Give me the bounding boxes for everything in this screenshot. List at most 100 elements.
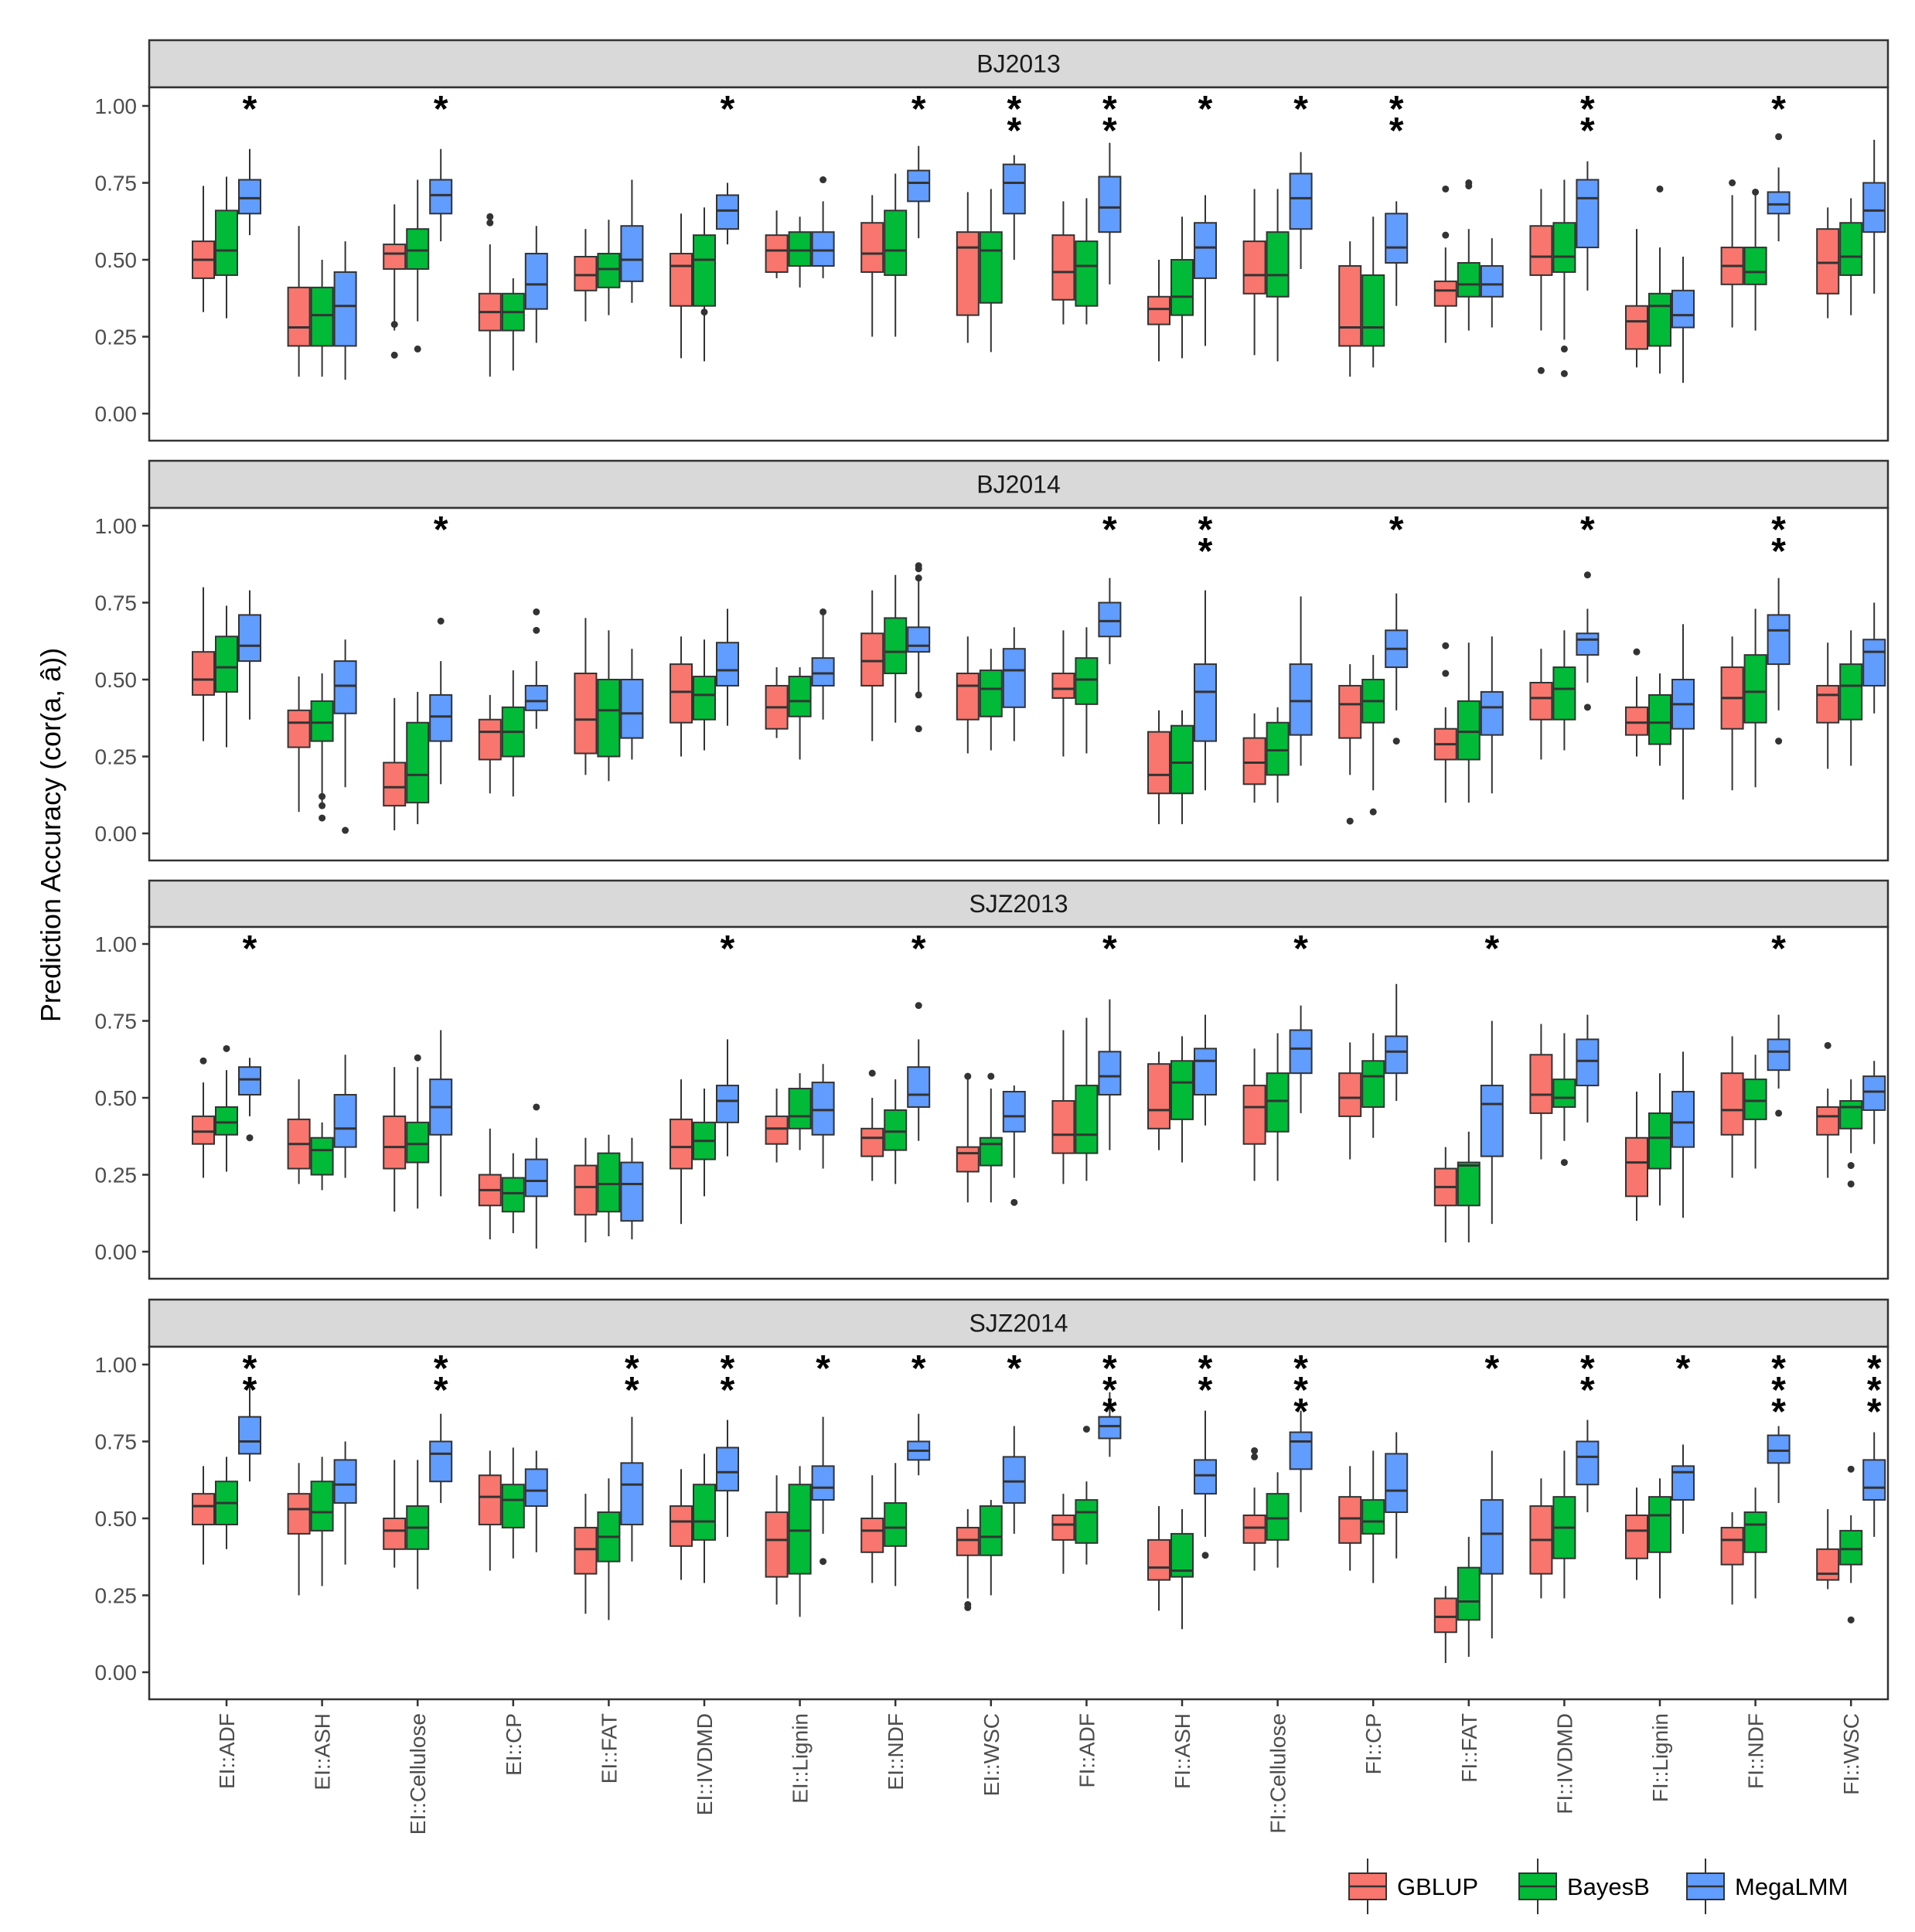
outlier-point: [342, 826, 349, 834]
box-iqr: [979, 231, 1003, 304]
box-bayesb: [501, 1447, 525, 1559]
y-axis-label: Prediction Accuracy (cor(a, â)): [35, 648, 66, 1022]
box-iqr: [1862, 639, 1886, 687]
x-tick-label: FI::ADF: [1075, 1713, 1099, 1787]
box-bayesb: [1457, 1536, 1481, 1658]
box-gblup: [1147, 260, 1170, 362]
facet-strip-label: BJ2013: [976, 50, 1061, 78]
box-megalmm: [907, 145, 931, 239]
box-iqr: [383, 244, 407, 270]
y-tick-label: 0.50: [95, 668, 138, 692]
box-iqr: [574, 256, 598, 291]
y-tick-label: 0.25: [95, 745, 138, 769]
box-iqr: [1051, 673, 1075, 699]
significance-star: *: [1771, 509, 1786, 550]
box-bayesb: [1170, 1509, 1194, 1630]
significance-star: *: [1198, 509, 1213, 550]
box-iqr: [192, 1115, 215, 1145]
box-iqr: [1075, 240, 1099, 307]
box-gblup: [574, 1494, 598, 1614]
box-iqr: [574, 1164, 598, 1216]
box-megalmm: [1767, 1426, 1791, 1504]
outlier-point: [1847, 1162, 1855, 1170]
outlier-point: [1583, 704, 1591, 711]
box-iqr: [1743, 1078, 1767, 1120]
box-iqr: [1862, 1075, 1886, 1111]
box-iqr: [1147, 295, 1170, 325]
box-megalmm: [620, 1416, 644, 1562]
box-megalmm: [333, 241, 357, 380]
box-iqr: [716, 194, 739, 230]
box-iqr: [884, 1502, 908, 1547]
box-bayesb: [1648, 1073, 1671, 1206]
box-bayesb: [1361, 1033, 1385, 1138]
box-bayesb: [1075, 198, 1099, 325]
box-iqr: [1648, 1112, 1671, 1170]
box-bayesb: [979, 1072, 1003, 1203]
box-megalmm: [1862, 1432, 1886, 1537]
box-megalmm: [1671, 1444, 1695, 1534]
box-iqr: [1051, 1515, 1075, 1541]
box-iqr: [1480, 1499, 1504, 1575]
box-gblup: [1051, 1030, 1075, 1184]
box-bayesb: [979, 649, 1003, 751]
box-megalmm: [716, 1039, 739, 1157]
significance-star: *: [721, 89, 735, 130]
outlier-point: [1847, 1465, 1855, 1473]
box-gblup: [1051, 630, 1075, 757]
facet-strip-label: SJZ2013: [969, 890, 1068, 918]
box-megalmm: [238, 590, 261, 720]
box-gblup: [574, 229, 598, 322]
box-bayesb: [1266, 189, 1290, 362]
outlier-point: [1251, 1446, 1259, 1454]
box-gblup: [574, 618, 598, 775]
significance-star: *: [1102, 1348, 1117, 1389]
box-iqr: [1552, 666, 1576, 721]
significance-star: *: [1007, 111, 1021, 152]
outlier-point: [246, 1134, 254, 1142]
box-iqr: [788, 676, 812, 717]
box-iqr: [1720, 1526, 1744, 1566]
box-iqr: [1242, 1085, 1266, 1145]
y-tick-label: 0.00: [95, 402, 138, 426]
outlier-point: [1752, 188, 1760, 196]
box-megalmm: [429, 148, 453, 242]
box-iqr: [884, 1109, 908, 1151]
box-iqr: [693, 1484, 716, 1541]
outlier-point: [819, 1558, 827, 1566]
outlier-point: [1082, 1426, 1090, 1433]
box-iqr: [1480, 1085, 1504, 1157]
facet-strip-label: SJZ2014: [969, 1310, 1068, 1337]
significance-star: *: [434, 1370, 448, 1411]
box-iqr: [429, 693, 453, 742]
box-megalmm: [1002, 627, 1026, 741]
x-tick-label: EI::FAT: [597, 1713, 621, 1784]
box-megalmm: [1385, 983, 1409, 1101]
box-bayesb: [788, 1466, 812, 1617]
box-iqr: [1051, 1099, 1075, 1154]
facet-strip: [148, 879, 1889, 929]
box-iqr: [1648, 1496, 1671, 1553]
box-megalmm: [333, 1055, 357, 1178]
box-bayesb: [1743, 188, 1767, 331]
box-iqr: [1361, 274, 1385, 347]
box-bayesb: [1552, 630, 1576, 751]
box-bayesb: [1648, 185, 1671, 374]
box-iqr: [1098, 175, 1122, 233]
box-megalmm: [524, 608, 548, 729]
box-gblup: [1242, 713, 1266, 803]
box-bayesb: [1743, 1487, 1767, 1599]
box-bayesb: [979, 1500, 1003, 1596]
significance-star: *: [1198, 1370, 1213, 1411]
significance-star: *: [1771, 89, 1786, 130]
x-tick-label: EI::Lignin: [789, 1713, 813, 1804]
box-bayesb: [310, 260, 334, 377]
significance-star: *: [1580, 89, 1595, 130]
box-bayesb: [1266, 707, 1290, 803]
significance-star: *: [1102, 89, 1117, 130]
outlier-point: [199, 1057, 207, 1065]
box-bayesb: [215, 605, 238, 748]
box-iqr: [884, 210, 908, 276]
box-bayesb: [1361, 655, 1385, 816]
box-iqr: [1266, 231, 1290, 298]
